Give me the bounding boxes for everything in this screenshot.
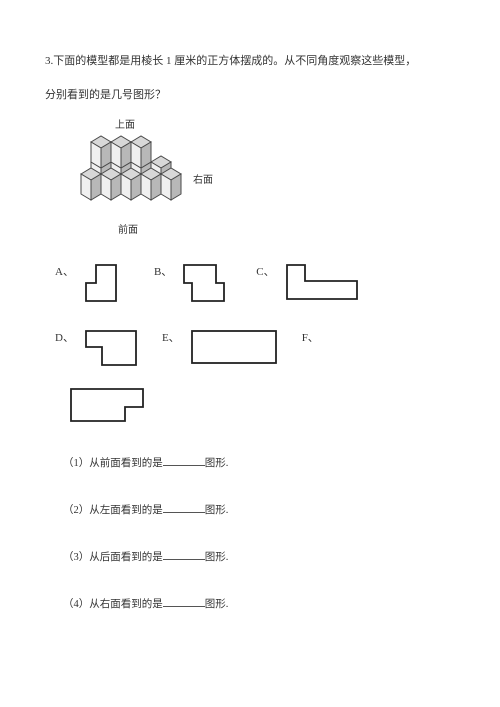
sub-question-1: （1）从前面看到的是 图形.: [63, 455, 455, 470]
option-label-E: E、: [162, 329, 180, 345]
option-label-B: B、: [154, 263, 172, 279]
option-label-D: D、: [55, 329, 74, 345]
question-line-1: 3.下面的模型都是用棱长 1 厘米的正方体摆成的。从不同角度观察这些模型，: [45, 50, 455, 72]
option-label-A: A、: [55, 263, 74, 279]
sub-q2-prefix: （2）从左面看到的是: [63, 505, 163, 516]
label-top: 上面: [115, 119, 135, 131]
label-right: 右面: [193, 173, 213, 186]
sub-question-3: （3）从后面看到的是 图形.: [63, 549, 455, 564]
option-label-C: C、: [256, 263, 274, 279]
sub-q2-suffix: 图形.: [205, 505, 229, 516]
label-front: 前面: [118, 223, 138, 236]
blank-2[interactable]: [163, 502, 205, 513]
blank-1[interactable]: [163, 455, 205, 466]
sub-q1-prefix: （1）从前面看到的是: [63, 458, 163, 469]
sub-q3-prefix: （3）从后面看到的是: [63, 552, 163, 563]
option-shape-D: [82, 327, 142, 371]
option-label-F: F、: [302, 329, 319, 345]
question-line-2: 分别看到的是几号图形？: [45, 84, 455, 106]
options-row-3: [67, 385, 455, 427]
blank-3[interactable]: [163, 549, 205, 560]
blank-4[interactable]: [163, 596, 205, 607]
option-shape-C: [283, 261, 363, 305]
sub-q1-suffix: 图形.: [205, 458, 229, 469]
sub-question-4: （4）从右面看到的是 图形.: [63, 596, 455, 611]
sub-q4-prefix: （4）从右面看到的是: [63, 599, 163, 610]
options-row-1: A、 B、 C、: [55, 261, 455, 305]
option-shape-A: [82, 261, 128, 305]
sub-question-2: （2）从左面看到的是 图形.: [63, 502, 455, 517]
sub-q4-suffix: 图形.: [205, 599, 229, 610]
option-shape-E: [188, 327, 282, 369]
sub-questions: （1）从前面看到的是图形. （2）从左面看到的是图形. （3）从后面看到的是图形…: [63, 455, 455, 611]
cube-model-figure: 上面 右面 前面: [63, 118, 455, 243]
sub-q3-suffix: 图形.: [205, 552, 229, 563]
option-shape-B: [180, 261, 230, 305]
option-shape-F: [67, 385, 149, 427]
options-row-2: D、 E、 F、: [55, 327, 455, 371]
